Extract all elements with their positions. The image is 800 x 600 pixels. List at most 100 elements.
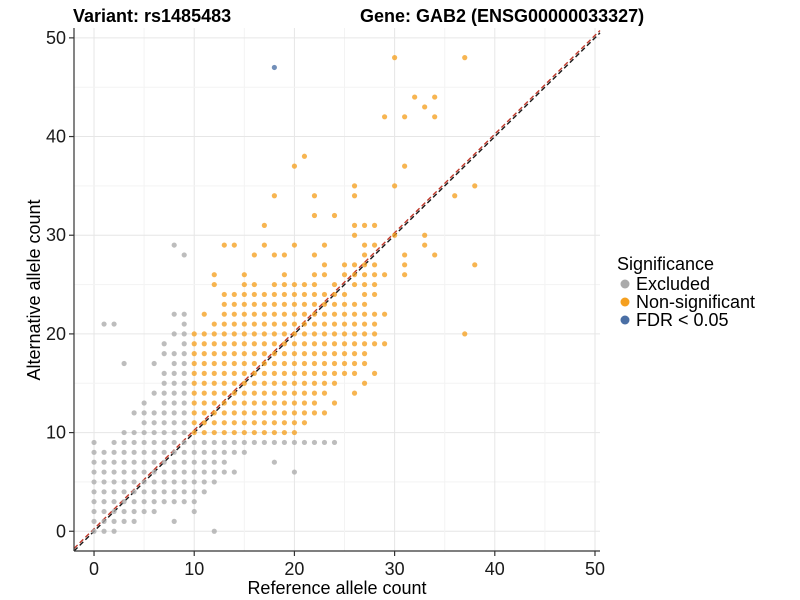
data-point bbox=[271, 429, 277, 436]
data-point bbox=[221, 360, 227, 367]
data-point bbox=[211, 281, 217, 288]
data-point bbox=[181, 459, 187, 465]
data-point bbox=[221, 449, 227, 455]
y-axis-ticks: 0 10 20 30 40 50 bbox=[46, 28, 74, 541]
data-point bbox=[321, 410, 328, 416]
data-point bbox=[111, 459, 117, 465]
data-point bbox=[311, 439, 318, 446]
data-point bbox=[281, 321, 287, 327]
data-point bbox=[311, 291, 318, 298]
data-point bbox=[422, 232, 428, 238]
data-point bbox=[151, 360, 157, 367]
data-point bbox=[321, 291, 328, 298]
data-point bbox=[191, 331, 197, 337]
data-point bbox=[231, 410, 237, 416]
data-point bbox=[181, 252, 187, 258]
data-point bbox=[181, 479, 187, 485]
data-point bbox=[201, 469, 207, 475]
data-point bbox=[171, 400, 177, 406]
data-point bbox=[141, 400, 147, 406]
data-point bbox=[241, 420, 247, 426]
data-point bbox=[191, 469, 197, 475]
data-point bbox=[261, 429, 267, 436]
data-point bbox=[472, 183, 478, 189]
data-point bbox=[241, 321, 247, 327]
data-point bbox=[211, 429, 217, 436]
data-point bbox=[101, 479, 107, 485]
data-point bbox=[331, 281, 338, 288]
data-point bbox=[111, 469, 117, 475]
data-point bbox=[291, 291, 298, 298]
data-point bbox=[271, 341, 277, 347]
legend-label: Excluded bbox=[636, 274, 710, 294]
data-point bbox=[251, 400, 257, 406]
data-point bbox=[191, 410, 197, 416]
data-point bbox=[351, 281, 358, 288]
data-point bbox=[271, 410, 277, 416]
data-point bbox=[281, 281, 287, 288]
data-point bbox=[301, 321, 308, 327]
data-point bbox=[251, 301, 257, 307]
data-point bbox=[221, 429, 227, 436]
data-point bbox=[231, 469, 237, 475]
data-point bbox=[301, 360, 308, 367]
data-point bbox=[402, 252, 408, 258]
data-point bbox=[151, 390, 157, 396]
data-point bbox=[181, 410, 187, 416]
data-point bbox=[221, 459, 227, 465]
data-point bbox=[251, 429, 257, 436]
data-point bbox=[181, 321, 187, 327]
data-point bbox=[392, 183, 398, 189]
data-point bbox=[291, 420, 298, 426]
data-point bbox=[211, 351, 217, 357]
data-point bbox=[91, 489, 97, 495]
data-point bbox=[321, 380, 328, 386]
legend-label: Non-significant bbox=[636, 292, 755, 312]
data-point bbox=[311, 193, 318, 199]
chart-title-variant: Variant: rs1485483 bbox=[73, 6, 231, 26]
data-point bbox=[301, 153, 308, 159]
data-point bbox=[301, 311, 308, 317]
data-point bbox=[271, 321, 277, 327]
data-point bbox=[201, 331, 207, 337]
data-point bbox=[361, 311, 368, 317]
data-point bbox=[181, 370, 187, 376]
data-point bbox=[231, 242, 237, 248]
data-point bbox=[371, 242, 378, 248]
data-point bbox=[311, 212, 318, 219]
data-point bbox=[191, 459, 197, 465]
data-point bbox=[241, 281, 247, 288]
data-point bbox=[321, 301, 328, 307]
data-point bbox=[351, 262, 358, 268]
y-axis-title: Alternative allele count bbox=[24, 199, 44, 380]
data-point bbox=[311, 351, 318, 357]
data-point bbox=[261, 439, 267, 446]
data-point bbox=[311, 301, 318, 307]
data-point bbox=[91, 518, 97, 524]
data-point bbox=[111, 439, 117, 446]
data-point bbox=[261, 331, 267, 337]
data-point bbox=[141, 489, 147, 495]
data-point bbox=[91, 449, 97, 455]
data-point bbox=[201, 341, 207, 347]
data-point bbox=[131, 439, 137, 446]
data-point bbox=[271, 459, 277, 465]
data-point bbox=[341, 291, 348, 298]
data-point bbox=[221, 400, 227, 406]
data-point bbox=[371, 281, 378, 288]
data-point bbox=[151, 508, 157, 515]
data-point bbox=[181, 360, 187, 367]
data-point bbox=[111, 479, 117, 485]
data-point bbox=[251, 321, 257, 327]
data-point bbox=[141, 449, 147, 455]
data-point bbox=[231, 380, 237, 386]
data-point bbox=[281, 291, 287, 298]
data-point bbox=[251, 390, 257, 396]
data-point bbox=[171, 390, 177, 396]
data-point bbox=[462, 331, 468, 337]
data-point bbox=[291, 341, 298, 347]
data-point bbox=[161, 449, 167, 455]
data-point bbox=[161, 380, 167, 386]
x-axis-title: Reference allele count bbox=[247, 578, 426, 598]
data-point bbox=[121, 518, 127, 524]
